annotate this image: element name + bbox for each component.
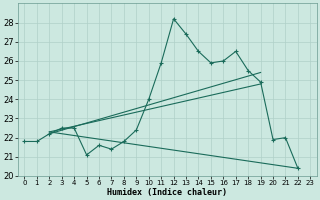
X-axis label: Humidex (Indice chaleur): Humidex (Indice chaleur): [108, 188, 228, 197]
